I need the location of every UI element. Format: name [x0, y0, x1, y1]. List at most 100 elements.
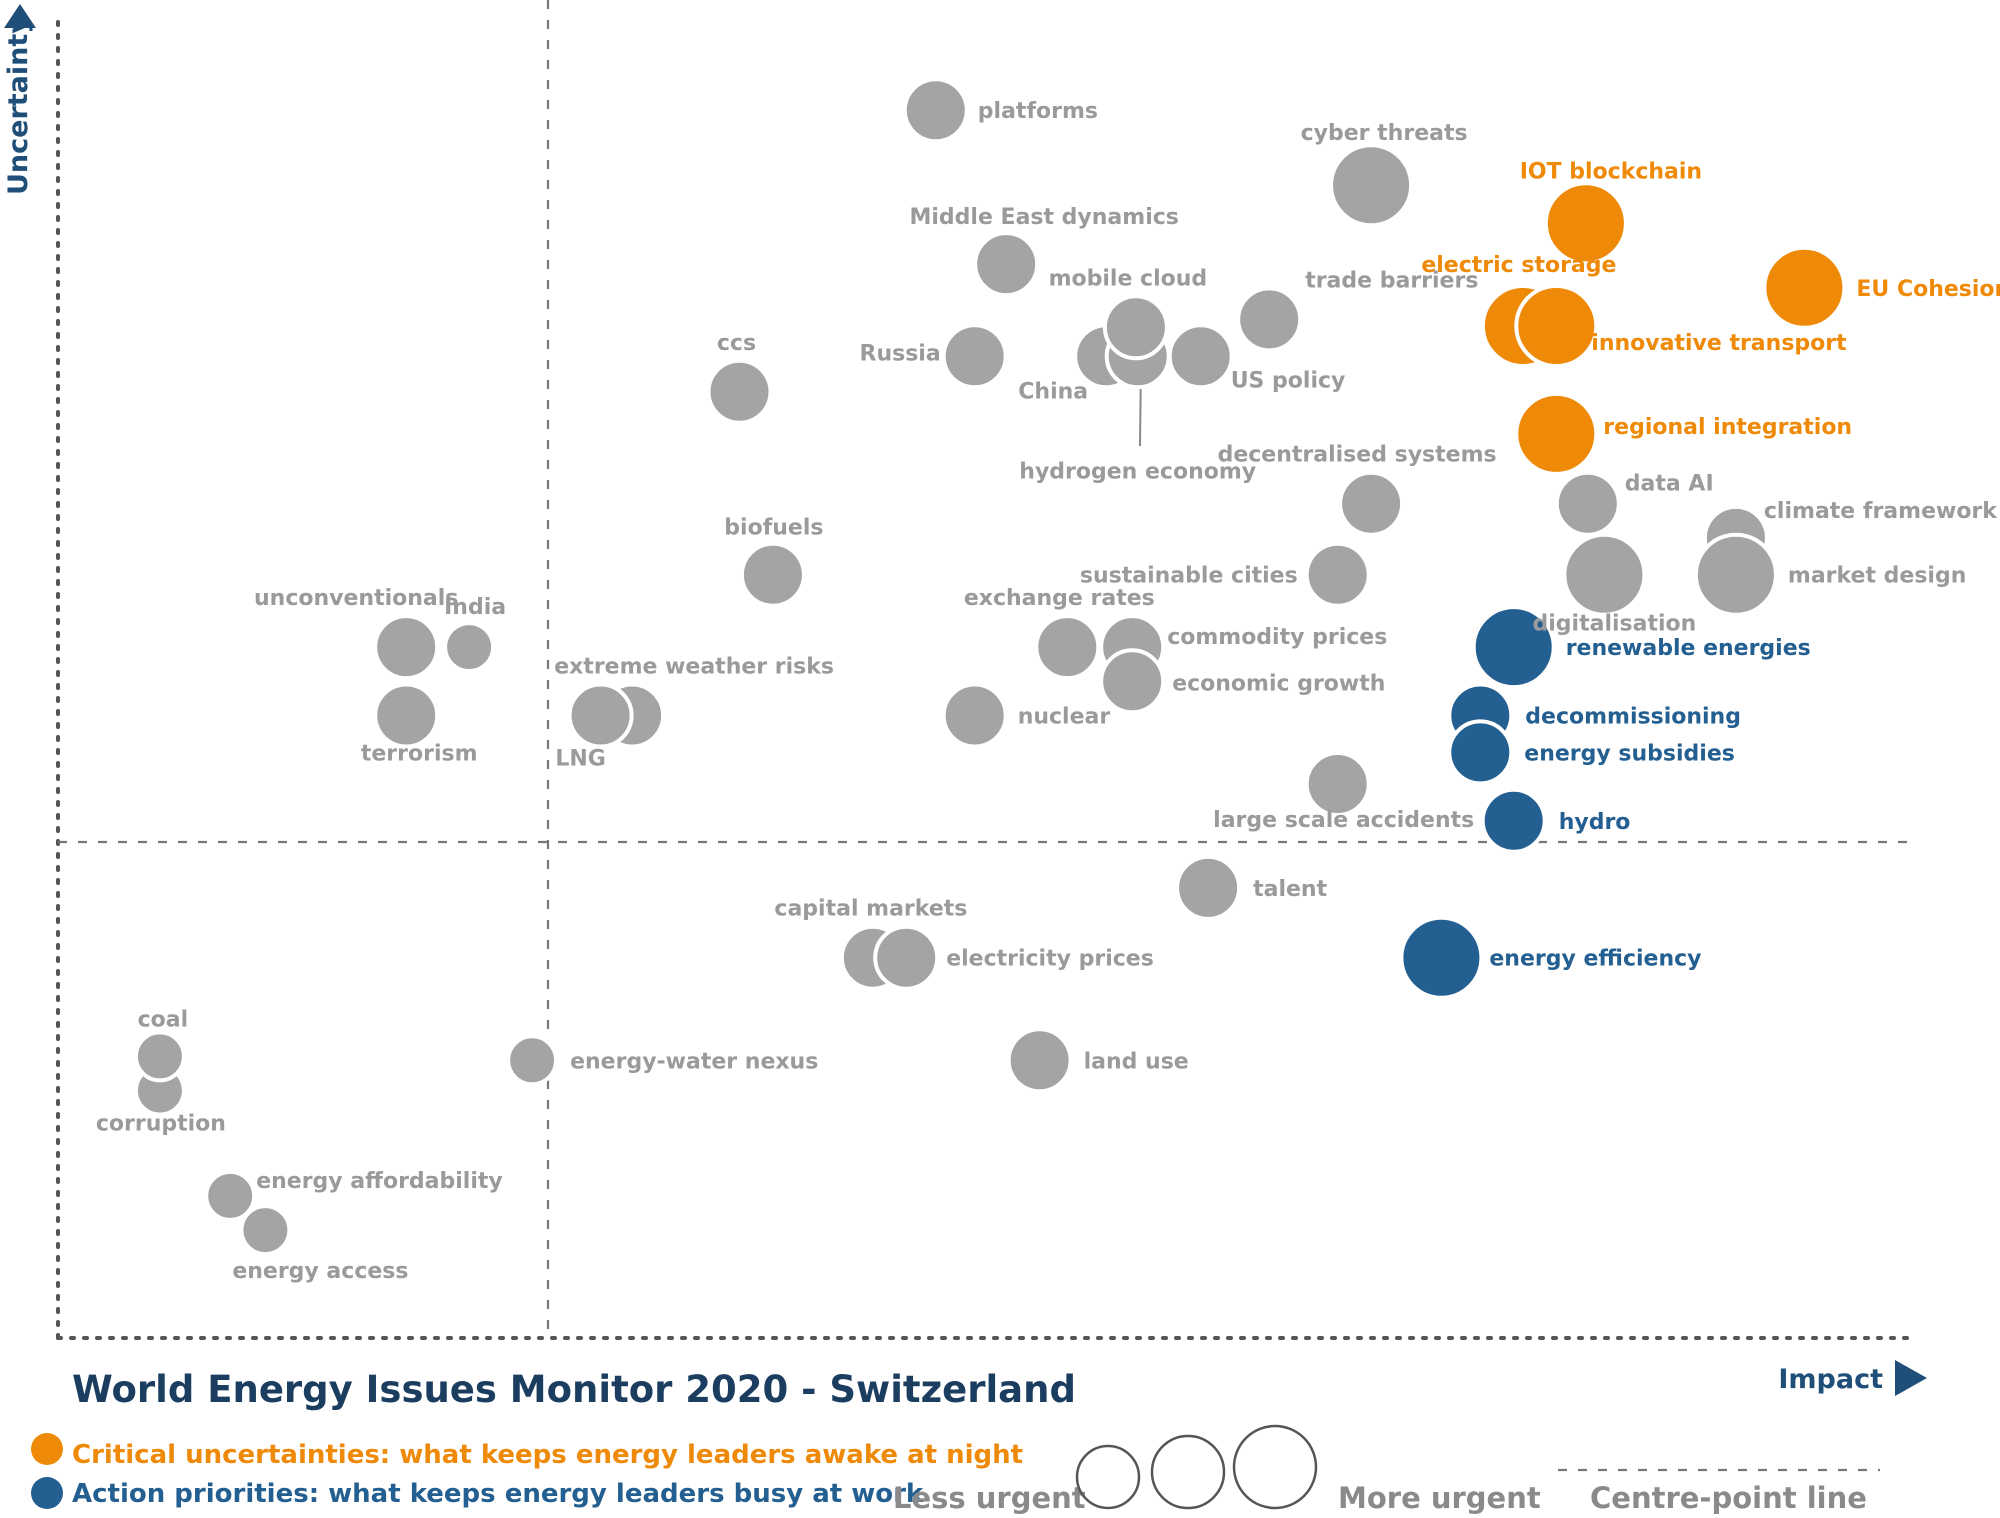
bubble-nuclear	[941, 682, 1008, 749]
label-unconventionals: unconventionals	[254, 586, 458, 611]
label-data-ai: data AI	[1625, 472, 1714, 497]
bubble-trade-barriers	[1236, 286, 1303, 353]
label-market-design: market design	[1788, 564, 1966, 589]
bubble-renewable-energies	[1471, 605, 1556, 690]
legend-action-dot	[31, 1477, 63, 1509]
label-platforms: platforms	[978, 99, 1098, 124]
bubble-regional-integration	[1514, 391, 1599, 476]
label-biofuels: biofuels	[724, 516, 823, 541]
label-digitalisation: digitalisation	[1533, 612, 1697, 637]
label-large-scale-accidents: large scale accidents	[1213, 808, 1474, 833]
bubble-coal	[133, 1030, 186, 1083]
label-decentralised-systems: decentralised systems	[1218, 443, 1497, 468]
bubble-data-ai	[1554, 470, 1621, 537]
bubble-digitalisation	[1562, 532, 1647, 617]
chart-title: World Energy Issues Monitor 2020 - Switz…	[72, 1368, 1076, 1411]
bubble-eu-cohesion	[1762, 245, 1847, 330]
bubble-land-use	[1006, 1027, 1073, 1094]
bubble-cyber-threats	[1329, 143, 1414, 228]
label-cyber-threats: cyber threats	[1301, 121, 1468, 146]
bubble-biofuels	[739, 541, 806, 608]
label-energy-efficiency: energy efficiency	[1489, 947, 1701, 972]
bubble-terrorism	[373, 682, 440, 749]
bubble-mobile-cloud	[1102, 294, 1169, 361]
label-innovative-transport: innovative transport	[1591, 331, 1847, 356]
legend-size-medium	[1150, 1434, 1226, 1510]
label-lng: LNG	[555, 747, 606, 772]
label-capital-markets: capital markets	[774, 897, 967, 922]
bubble-russia	[941, 323, 1008, 390]
label-climate-framework: climate framework	[1764, 499, 1998, 524]
bubble-exchange-rates	[1034, 614, 1101, 681]
label-eu-cohesion: EU Cohesion	[1856, 277, 2000, 302]
label-exchange-rates: exchange rates	[964, 586, 1155, 611]
bubble-sustainable-cities	[1304, 541, 1371, 608]
label-terrorism: terrorism	[361, 742, 478, 767]
legend-critical-dot	[31, 1433, 63, 1465]
label-decommissioning: decommissioning	[1525, 705, 1741, 730]
bubble-ccs	[706, 358, 773, 425]
bubble-large-scale-accidents	[1304, 751, 1371, 817]
bubble-talent	[1175, 854, 1242, 921]
label-sustainable-cities: sustainable cities	[1080, 564, 1298, 589]
label-india: India	[444, 595, 506, 620]
label-mobile-cloud: mobile cloud	[1049, 266, 1208, 291]
label-energy-subsidies: energy subsidies	[1524, 741, 1735, 766]
bubble-middle-east-dynamics	[973, 231, 1040, 298]
label-hydro: hydro	[1559, 810, 1631, 835]
label-electric-storage: electric storage	[1421, 253, 1616, 278]
label-commodity-prices: commodity prices	[1167, 625, 1387, 650]
label-hydrogen-economy: hydrogen economy	[1019, 459, 1256, 484]
legend-action-label: Action priorities: what keeps energy lea…	[72, 1479, 924, 1509]
label-energy-access: energy access	[232, 1259, 408, 1284]
y-axis-arrow-icon	[4, 4, 36, 28]
bubble-platforms	[902, 77, 969, 144]
label-ccs: ccs	[717, 331, 756, 356]
bubble-hydro	[1480, 787, 1547, 854]
bubble-market-design	[1693, 532, 1778, 617]
label-land-use: land use	[1084, 1049, 1189, 1074]
bubble-energy-efficiency	[1399, 915, 1484, 1000]
bubble-iot-blockchain	[1543, 181, 1628, 266]
legend-centre-line-label: Centre-point line	[1590, 1481, 1867, 1515]
y-axis-label: Uncertainty	[3, 16, 34, 195]
bubble-energy-water-nexus	[506, 1034, 559, 1087]
label-us-policy: US policy	[1231, 368, 1346, 393]
label-russia: Russia	[860, 341, 941, 366]
label-electricity-prices: electricity prices	[946, 947, 1154, 972]
label-china: China	[1018, 379, 1088, 404]
bubble-energy-affordability	[204, 1169, 257, 1222]
bubble-energy-access	[239, 1204, 292, 1257]
x-axis-label: Impact	[1778, 1364, 1883, 1395]
label-talent: talent	[1253, 877, 1327, 902]
bubble-decentralised-systems	[1338, 470, 1405, 537]
bubble-india	[443, 621, 496, 674]
label-nuclear: nuclear	[1018, 705, 1111, 730]
bubble-layer	[133, 77, 1847, 1257]
label-economic-growth: economic growth	[1172, 671, 1385, 696]
label-energy-affordability: energy affordability	[256, 1169, 503, 1194]
bubble-electricity-prices	[873, 924, 940, 991]
label-extreme-weather-risks: extreme weather risks	[554, 655, 834, 680]
bubble-energy-subsidies	[1447, 719, 1514, 786]
legend-size-large	[1232, 1424, 1318, 1510]
legend-critical-label: Critical uncertainties: what keeps energ…	[72, 1440, 1023, 1470]
label-regional-integration: regional integration	[1603, 415, 1852, 440]
x-axis-arrow-icon	[1895, 1360, 1927, 1396]
bubble-lng	[567, 682, 634, 749]
legend-more-urgent: More urgent	[1338, 1481, 1541, 1515]
bubble-us-policy	[1167, 323, 1234, 390]
label-trade-barriers: trade barriers	[1305, 268, 1478, 293]
label-corruption: corruption	[96, 1112, 226, 1137]
label-energy-water-nexus: energy-water nexus	[570, 1049, 818, 1074]
bubble-economic-growth	[1099, 648, 1166, 715]
label-coal: coal	[138, 1007, 189, 1032]
bubble-unconventionals	[373, 614, 440, 681]
label-iot-blockchain: IOT blockchain	[1520, 159, 1702, 184]
label-renewable-energies: renewable energies	[1566, 636, 1811, 661]
bubble-innovative-transport	[1514, 284, 1599, 368]
label-layer: platforms cyber threats IOT blockchain Midd…	[96, 99, 2000, 1284]
legend-less-urgent: Less urgent	[893, 1481, 1086, 1515]
label-middle-east-dynamics: Middle East dynamics	[909, 205, 1178, 230]
